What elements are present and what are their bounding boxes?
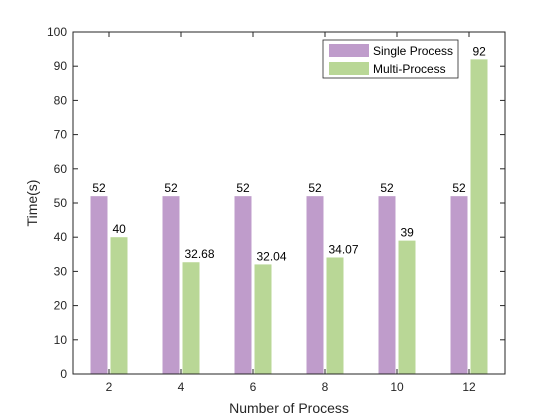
data-labels-group: 52 40 52 32.68 52 32.04 52 34.07 52 39 52 92 bbox=[92, 44, 486, 263]
bar-multi-process bbox=[182, 262, 200, 374]
bar-multi-process bbox=[398, 240, 416, 374]
bar-single-process bbox=[306, 196, 324, 374]
data-label-single-process: 52 bbox=[452, 181, 466, 195]
bar-multi-process bbox=[110, 237, 128, 374]
y-axis: 0 10 20 30 40 50 60 70 80 90 100 bbox=[47, 25, 505, 381]
data-label-multi-process: 32.04 bbox=[257, 249, 287, 263]
legend: Single Process Multi-Process bbox=[322, 39, 459, 79]
x-axis: 2 4 6 8 10 12 bbox=[106, 32, 476, 394]
y-tick-label: 70 bbox=[54, 128, 68, 142]
bar-multi-process bbox=[254, 264, 272, 374]
y-tick-label: 10 bbox=[54, 333, 68, 347]
data-label-single-process: 52 bbox=[380, 181, 394, 195]
y-tick-label: 100 bbox=[47, 25, 67, 39]
bar-single-process bbox=[162, 196, 180, 374]
data-label-single-process: 52 bbox=[92, 181, 106, 195]
x-tick-label: 8 bbox=[322, 380, 329, 394]
bar-multi-process bbox=[470, 59, 488, 375]
data-label-multi-process: 40 bbox=[113, 222, 127, 236]
x-tick-label: 12 bbox=[462, 380, 476, 394]
legend-label-single-process: Single Process bbox=[373, 44, 453, 58]
bars-group bbox=[90, 59, 488, 375]
bar-single-process bbox=[234, 196, 252, 374]
data-label-single-process: 52 bbox=[236, 181, 250, 195]
bar-single-process bbox=[450, 196, 468, 374]
y-tick-label: 50 bbox=[54, 196, 68, 210]
legend-swatch-single-process bbox=[329, 44, 369, 57]
bar-single-process bbox=[90, 196, 108, 374]
y-tick-label: 40 bbox=[54, 230, 68, 244]
x-tick-label: 4 bbox=[178, 380, 185, 394]
data-label-multi-process: 92 bbox=[473, 44, 487, 58]
x-tick-label: 6 bbox=[250, 380, 257, 394]
data-label-single-process: 52 bbox=[164, 181, 178, 195]
y-tick-label: 0 bbox=[60, 367, 67, 381]
y-tick-label: 20 bbox=[54, 299, 68, 313]
data-label-multi-process: 32.68 bbox=[185, 247, 215, 261]
x-axis-title: Number of Process bbox=[229, 400, 349, 416]
y-tick-label: 60 bbox=[54, 162, 68, 176]
legend-swatch-multi-process bbox=[329, 62, 369, 75]
data-label-multi-process: 39 bbox=[401, 226, 415, 240]
x-tick-label: 2 bbox=[106, 380, 113, 394]
data-label-single-process: 52 bbox=[308, 181, 322, 195]
y-tick-label: 80 bbox=[54, 93, 68, 107]
bar-multi-process bbox=[326, 257, 344, 374]
bar-single-process bbox=[378, 196, 396, 374]
y-tick-label: 30 bbox=[54, 264, 68, 278]
y-axis-title: Time(s) bbox=[24, 180, 40, 227]
y-tick-label: 90 bbox=[54, 59, 68, 73]
legend-label-multi-process: Multi-Process bbox=[373, 62, 446, 76]
plot-area bbox=[73, 32, 505, 374]
data-label-multi-process: 34.07 bbox=[329, 242, 359, 256]
x-tick-label: 10 bbox=[390, 380, 404, 394]
